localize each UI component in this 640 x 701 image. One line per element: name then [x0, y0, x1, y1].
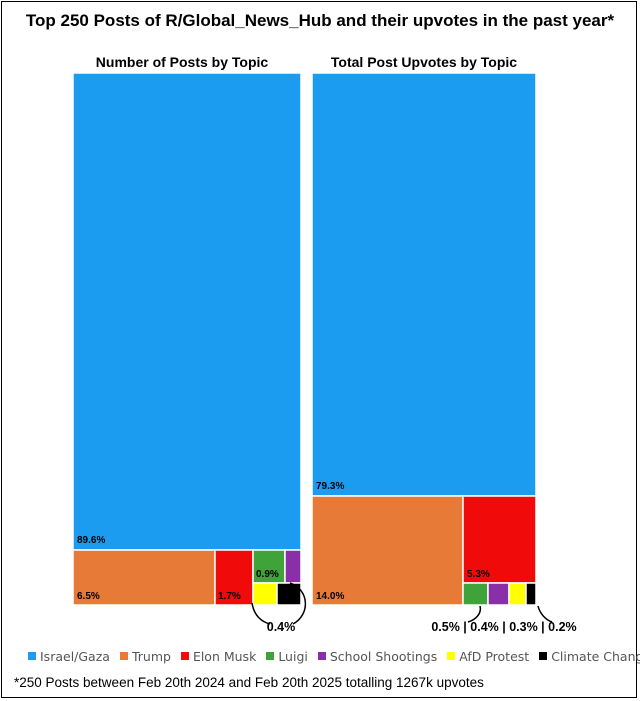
right-cell-luigi — [462, 582, 489, 606]
right-cell-school-shootings — [487, 582, 510, 606]
left-cell-israel-gaza — [72, 72, 302, 551]
left-cell-trump — [72, 549, 216, 606]
legend-label: AfD Protest — [459, 648, 530, 664]
left-cell-school-shootings — [284, 549, 302, 584]
data-label: 5.3% — [467, 569, 490, 580]
right-cell-trump — [311, 495, 464, 606]
data-label: 1.7% — [218, 591, 241, 602]
data-label: 89.6% — [77, 535, 105, 546]
legend-item: School Shootings — [317, 647, 438, 665]
left-cell-afd-protest — [252, 582, 278, 606]
legend: Israel/Gaza Trump Elon Musk Luigi School Sho… — [28, 647, 640, 665]
chart-title: Top 250 Posts of R/Global_News_Hub and t… — [26, 11, 615, 30]
right-callout-label: 0.5% | 0.4% | 0.3% | 0.2% — [431, 620, 576, 634]
right-treemap: 79.3% 14.0% 5.3% — [311, 72, 537, 606]
left-panel-title: Number of Posts by Topic — [96, 54, 269, 70]
legend-item: Elon Musk — [180, 647, 257, 665]
legend-item: Climate Change — [539, 647, 640, 665]
legend-swatch — [317, 652, 326, 660]
legend-swatch — [266, 652, 275, 660]
legend-item: Israel/Gaza — [28, 647, 110, 665]
left-treemap: 89.6% 6.5% 1.7% 0.9% — [72, 72, 302, 606]
legend-item: Trump — [119, 647, 171, 665]
left-callout-label: 0.4% — [267, 620, 296, 634]
data-label: 14.0% — [316, 591, 344, 602]
data-label: 0.9% — [256, 569, 279, 580]
legend-item: AfD Protest — [447, 647, 529, 665]
right-cell-israel-gaza — [311, 72, 537, 497]
legend-swatch — [28, 652, 36, 660]
legend-swatch — [447, 652, 456, 660]
data-label: 6.5% — [77, 591, 100, 602]
footnote: *250 Posts between Feb 20th 2024 and Feb… — [14, 675, 484, 690]
left-cell-climate-change — [276, 582, 302, 606]
left-callout-bracket — [251, 582, 307, 625]
legend-swatch — [180, 652, 189, 660]
legend-item: Luigi — [266, 647, 308, 665]
legend-label: Elon Musk — [192, 648, 257, 664]
left-cell-elon-musk — [214, 549, 254, 606]
right-cell-climate-change — [525, 582, 537, 606]
data-label: 79.3% — [316, 481, 344, 492]
legend-swatch — [539, 652, 548, 660]
right-callout-bracket — [467, 605, 553, 623]
legend-label: Israel/Gaza — [40, 648, 110, 664]
callouts: 0.4% 0.5% | 0.4% | 0.3% | 0.2% — [251, 582, 577, 634]
legend-label: School Shootings — [329, 648, 438, 664]
legend-label: Luigi — [278, 648, 308, 664]
legend-swatch — [119, 652, 128, 660]
legend-label: Trump — [131, 648, 171, 664]
right-cell-afd-protest — [508, 582, 527, 606]
legend-label: Climate Change — [551, 648, 640, 664]
right-panel-title: Total Post Upvotes by Topic — [331, 54, 517, 70]
